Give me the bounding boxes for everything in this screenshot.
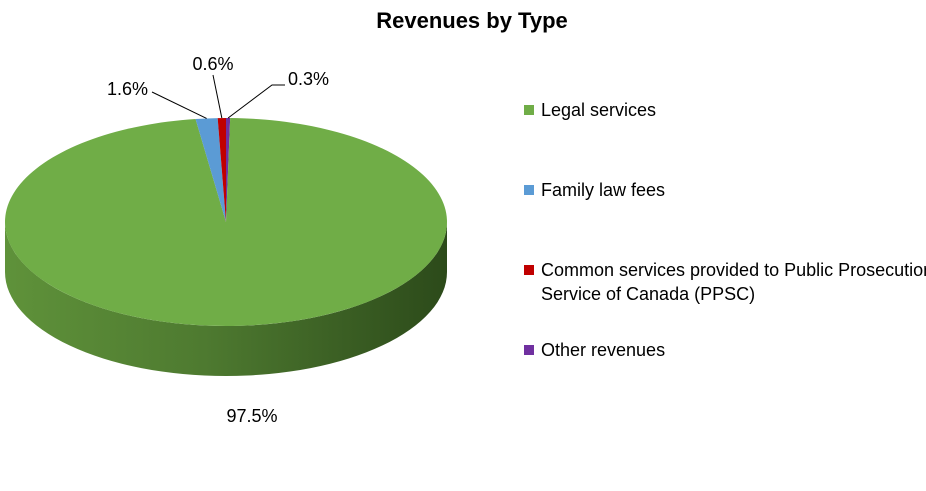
data-label: 1.6% [107,79,148,99]
data-label: 97.5% [226,406,277,426]
chart-title: Revenues by Type [376,8,568,33]
leader-line [151,91,207,119]
legend-swatch [524,105,534,115]
legend-item-common-services: Common services provided to Public Prose… [524,258,926,306]
pie-slice-other-revenues [226,118,231,222]
legend-item-legal-services: Legal services [524,98,656,122]
legend-item-family-law-fees: Family law fees [524,178,665,202]
legend-swatch [524,265,534,275]
pie-slice-legal-services [4,118,447,326]
legend-swatch [524,185,534,195]
legend-label: Family law fees [541,180,666,200]
leader-line [212,74,223,119]
data-label: 0.3% [288,69,329,89]
pie-slice-family-law-fees [195,118,226,222]
legend-label: Legal services [541,100,657,120]
legend-swatch [524,345,534,355]
legend-item-other-revenues: Other revenues [524,338,665,362]
legend-label: Other revenues [541,340,666,360]
pie-slice-common-services-provided-to-public-prosecution-service-of-canada-ppsc [217,118,226,222]
leader-line [227,84,285,119]
pie-side-wall [5,222,447,376]
data-label: 0.6% [192,54,233,74]
legend-label: Common services provided to Public Prose… [541,260,926,304]
